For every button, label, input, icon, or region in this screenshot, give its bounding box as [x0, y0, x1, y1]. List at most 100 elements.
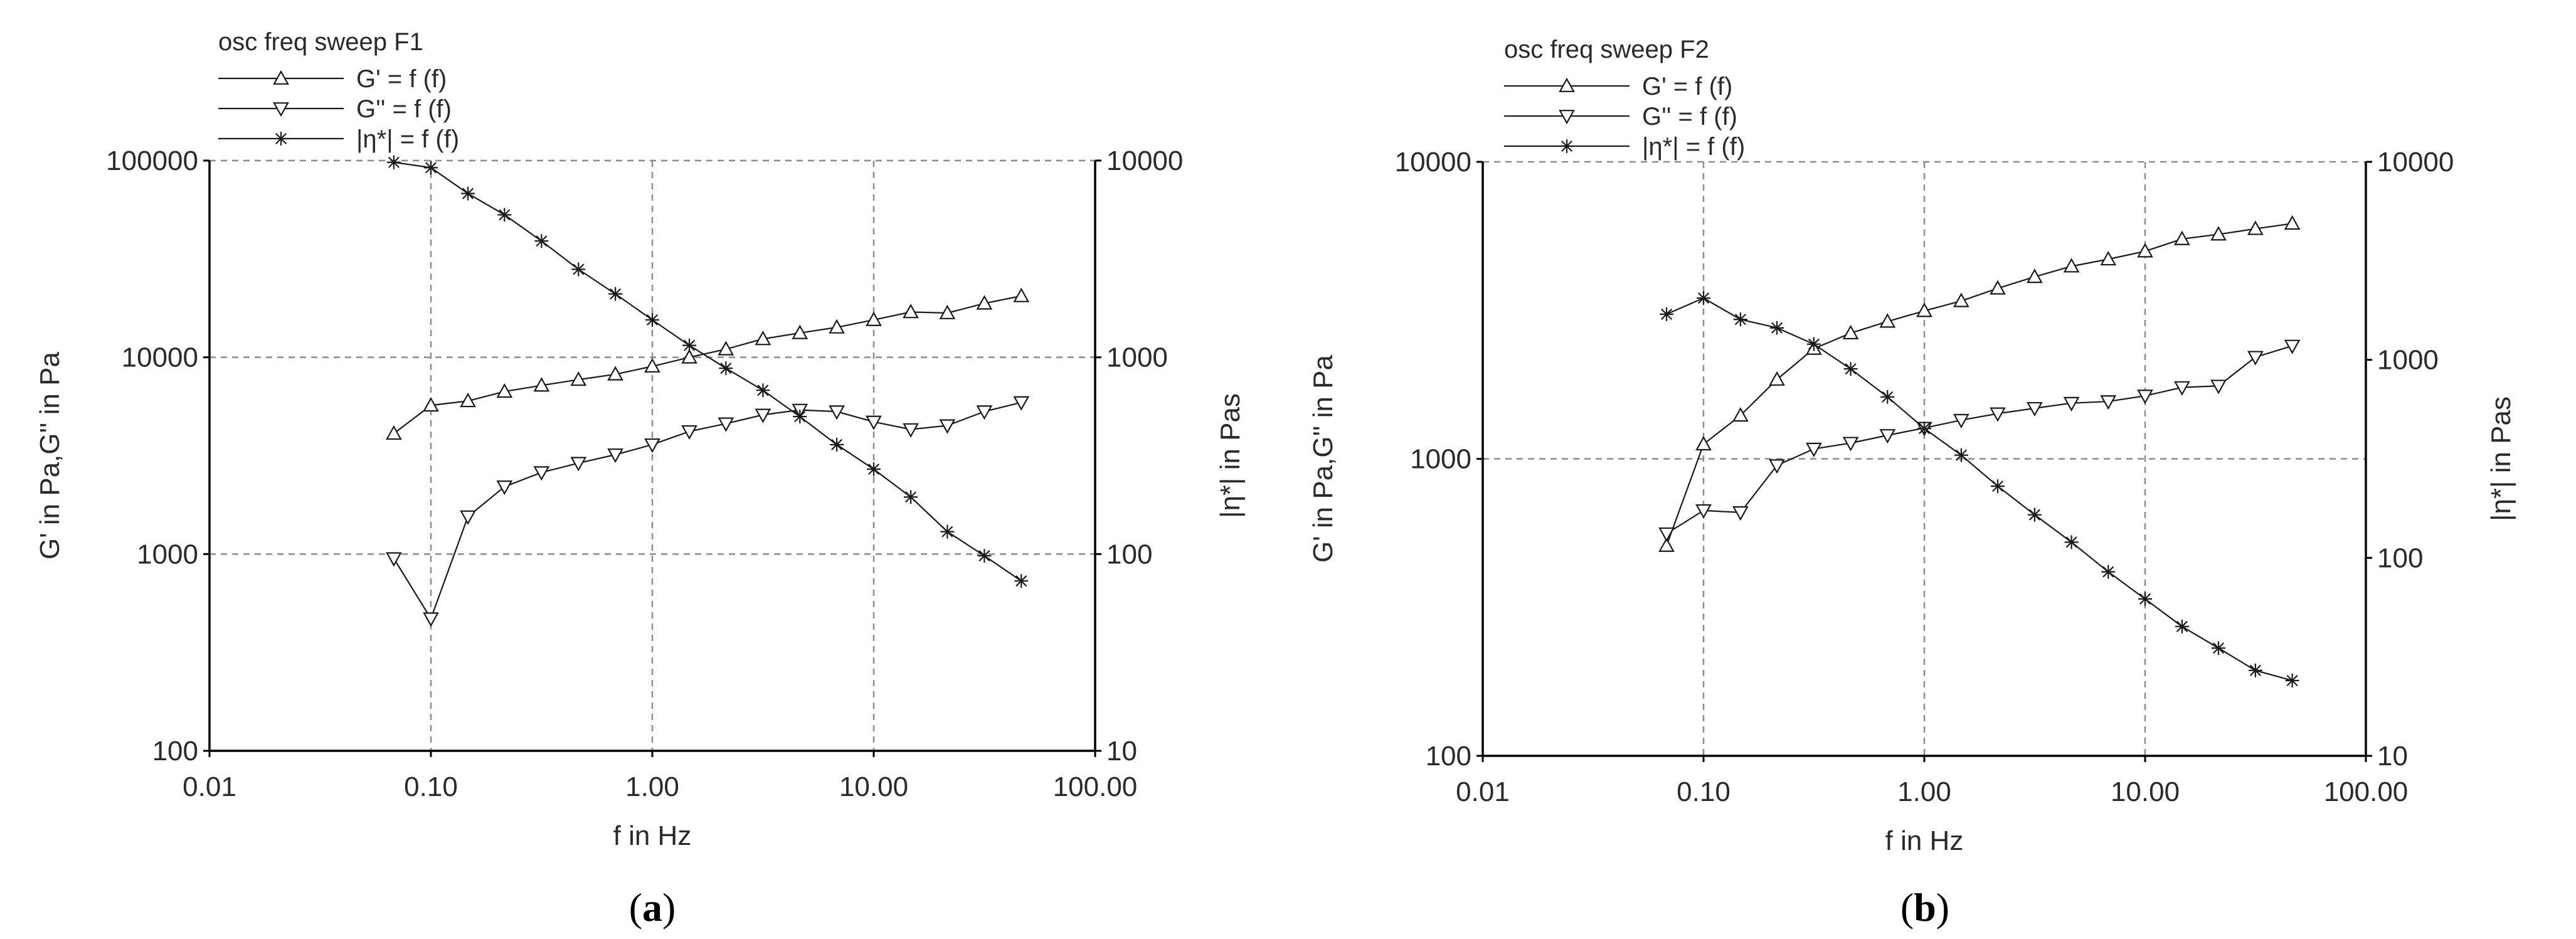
data-point [461, 186, 475, 201]
data-point [533, 466, 550, 481]
data-point [939, 419, 956, 434]
data-point [1695, 504, 1712, 519]
series-line [1666, 297, 2292, 682]
data-point [1917, 422, 1931, 436]
x-tick-label: 100.00 [1053, 772, 1138, 802]
data-point [755, 408, 771, 423]
x-tick-label: 1.00 [1897, 777, 1951, 807]
data-point [2027, 401, 2043, 417]
data-point [866, 415, 882, 430]
data-point [460, 510, 476, 525]
legend-entry: G' = f (f) [356, 65, 447, 93]
data-point [1806, 442, 1822, 457]
grid-lines [1483, 161, 2366, 756]
x-tick-label: 0.01 [183, 772, 236, 802]
data-point [867, 462, 881, 477]
data-point [793, 410, 807, 424]
data-point [792, 324, 808, 339]
data-point [830, 437, 844, 452]
grid-lines [209, 159, 1095, 751]
x-tick-label: 100.00 [2324, 777, 2409, 807]
data-point [1695, 435, 1712, 451]
legend-title: osc freq sweep F2 [1504, 36, 1709, 63]
data-point [2174, 381, 2190, 396]
data-point [423, 396, 439, 412]
data-point [645, 312, 659, 327]
x-tick-label: 0.01 [1456, 777, 1510, 807]
legend: osc freq sweep F2 G' = f (f) G'' = f (f) |η… [1504, 36, 1745, 161]
data-point [1697, 291, 1710, 305]
chart-panel-b: 0.01 0.10 1.00 10.00 100.00 100 1000 10000 10 100… [1308, 36, 2516, 930]
data-point [534, 234, 549, 248]
data-point [2212, 641, 2226, 655]
series-line [393, 295, 1022, 434]
data-point [2175, 619, 2189, 634]
data-point [423, 612, 439, 627]
series-triangle-up [386, 287, 1030, 440]
data-point [1879, 429, 1896, 444]
data-point [904, 490, 918, 504]
series-triangle-up [1658, 215, 2301, 552]
data-point [977, 549, 992, 563]
data-point [2027, 268, 2043, 284]
data-point [533, 377, 550, 392]
legend-entry: G'' = f (f) [1642, 103, 1737, 130]
data-point [976, 405, 993, 420]
data-point [1842, 437, 1859, 452]
y-tick-label: 100 [152, 736, 198, 767]
series-star [386, 155, 1029, 588]
data-point [2101, 565, 2116, 579]
data-point [2174, 230, 2190, 245]
data-point [976, 295, 993, 310]
data-point [2247, 220, 2264, 235]
data-point [681, 425, 697, 440]
data-point [2285, 673, 2299, 687]
series-line [1666, 345, 2292, 534]
legend-marker [1559, 77, 1575, 92]
panel-caption: (b) [1900, 885, 1949, 930]
data-point [1013, 396, 1030, 411]
data-point [2063, 258, 2080, 273]
data-point [829, 405, 845, 420]
legend-marker [1559, 110, 1575, 125]
data-point [1990, 407, 2006, 422]
data-point [940, 524, 955, 539]
x-tick-label: 10.00 [2111, 777, 2180, 807]
legend-marker [273, 70, 289, 85]
data-point [2210, 226, 2227, 241]
data-point [386, 425, 402, 440]
legend-entry: |η*| = f (f) [356, 125, 459, 153]
data-point [755, 331, 771, 346]
data-point [718, 341, 734, 356]
data-point [2137, 390, 2153, 405]
data-point [681, 349, 697, 364]
y-tick-label: 1000 [137, 539, 198, 570]
x-axis-title: f in Hz [1885, 825, 1964, 856]
x-tick-label: 1.00 [625, 772, 679, 802]
data-point [1843, 362, 1858, 376]
data-point [1991, 479, 2005, 494]
data-point [1769, 459, 1785, 474]
y2-tick-label: 1000 [2377, 345, 2439, 376]
series-line [393, 161, 1022, 582]
data-point [756, 383, 770, 398]
y-axis-title: G' in Pa,G'' in Pa [34, 352, 65, 560]
y2-axis-title: |η*| in Pas [1215, 393, 1246, 518]
data-point [1658, 527, 1675, 542]
data-point [1733, 312, 1747, 327]
data-point [2248, 663, 2262, 677]
data-point [1953, 292, 1969, 307]
data-point [1014, 574, 1029, 588]
y-tick-label: 100000 [106, 146, 198, 176]
legend-marker [274, 132, 288, 146]
series-line [1666, 223, 2292, 546]
y2-tick-label: 1000 [1106, 342, 1168, 373]
y-tick-label: 10000 [122, 342, 198, 373]
series-star [1660, 291, 2299, 687]
series-line [393, 401, 1022, 620]
y2-axis-title: |η*| in Pas [2486, 396, 2516, 521]
data-point [2284, 215, 2301, 230]
data-point [424, 161, 438, 175]
y-tick-label: 1000 [1410, 444, 1471, 475]
